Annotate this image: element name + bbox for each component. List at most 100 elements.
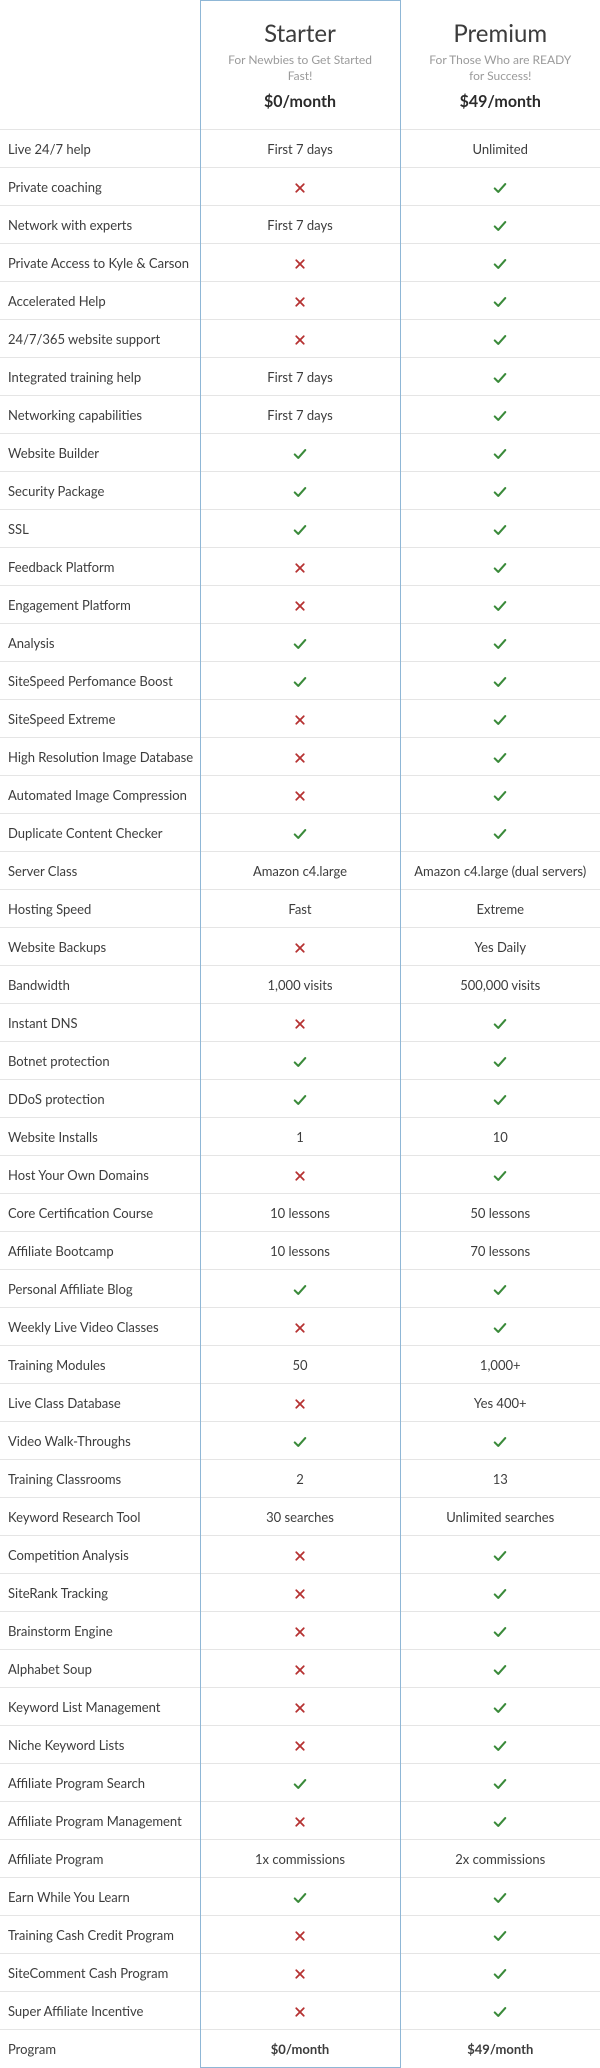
cell-text: 50: [292, 1357, 307, 1373]
cross-icon: [293, 789, 307, 803]
premium-cell: [400, 282, 600, 320]
cell-text: 1,000+: [480, 1357, 521, 1373]
starter-cell: 1: [200, 1118, 400, 1156]
check-icon: [493, 295, 507, 309]
cross-icon: [293, 1321, 307, 1335]
table-row: Competition Analysis: [0, 1536, 600, 1574]
premium-cell: [400, 168, 600, 206]
table-row: 24/7/365 website support: [0, 320, 600, 358]
premium-cell: Unlimited: [400, 130, 600, 168]
cell-text: 500,000 visits: [460, 977, 540, 993]
feature-label: Brainstorm Engine: [0, 1612, 200, 1650]
cell-text: 10: [493, 1129, 508, 1145]
cell-text: Unlimited: [473, 141, 528, 157]
feature-label: Security Package: [0, 472, 200, 510]
starter-cell: [200, 244, 400, 282]
table-row: Duplicate Content Checker: [0, 814, 600, 852]
table-row: Instant DNS: [0, 1004, 600, 1042]
feature-label: 24/7/365 website support: [0, 320, 200, 358]
plan-header-premium: Premium For Those Who are READY for Succ…: [400, 1, 600, 130]
cell-text: First 7 days: [267, 141, 332, 157]
premium-cell: [400, 1574, 600, 1612]
starter-cell: First 7 days: [200, 130, 400, 168]
feature-label: Website Backups: [0, 928, 200, 966]
cell-text: 10 lessons: [270, 1205, 330, 1221]
starter-cell: [200, 1536, 400, 1574]
check-icon: [493, 1663, 507, 1677]
table-row: Feedback Platform: [0, 548, 600, 586]
starter-cell: [200, 1042, 400, 1080]
cross-icon: [293, 751, 307, 765]
cell-text: First 7 days: [267, 407, 332, 423]
premium-cell: [400, 1156, 600, 1194]
feature-label: Automated Image Compression: [0, 776, 200, 814]
premium-cell: [400, 472, 600, 510]
starter-cell: [200, 1992, 400, 2030]
feature-label: Earn While You Learn: [0, 1878, 200, 1916]
table-row: Network with expertsFirst 7 days: [0, 206, 600, 244]
cell-text: 1,000 visits: [268, 977, 333, 993]
premium-cell: [400, 1080, 600, 1118]
cross-icon: [293, 1663, 307, 1677]
check-icon: [293, 1055, 307, 1069]
cross-icon: [293, 1017, 307, 1031]
starter-cell: [200, 510, 400, 548]
cell-text: Fast: [288, 901, 311, 917]
feature-label: Niche Keyword Lists: [0, 1726, 200, 1764]
check-icon: [493, 257, 507, 271]
check-icon: [493, 827, 507, 841]
premium-cell: 10: [400, 1118, 600, 1156]
cross-icon: [293, 295, 307, 309]
feature-label: Live Class Database: [0, 1384, 200, 1422]
cross-icon: [293, 257, 307, 271]
table-row: Integrated training helpFirst 7 days: [0, 358, 600, 396]
table-row: Affiliate Program1x commissions2x commis…: [0, 1840, 600, 1878]
feature-label: SSL: [0, 510, 200, 548]
feature-label: Network with experts: [0, 206, 200, 244]
table-row: SiteSpeed Perfomance Boost: [0, 662, 600, 700]
starter-cell: [200, 1574, 400, 1612]
premium-cell: [400, 624, 600, 662]
check-icon: [493, 1283, 507, 1297]
cell-text: Extreme: [476, 901, 524, 917]
table-row: Website Installs1 10: [0, 1118, 600, 1156]
premium-cell: [400, 358, 600, 396]
feature-label: Duplicate Content Checker: [0, 814, 200, 852]
feature-label: SiteSpeed Extreme: [0, 700, 200, 738]
plan-header-row: Starter For Newbies to Get Started Fast!…: [0, 1, 600, 130]
starter-cell: [200, 1612, 400, 1650]
check-icon: [493, 1055, 507, 1069]
feature-header-blank: [0, 1, 200, 130]
feature-label: Website Installs: [0, 1118, 200, 1156]
premium-cell: 500,000 visits: [400, 966, 600, 1004]
check-icon: [493, 1967, 507, 1981]
feature-label: Training Cash Credit Program: [0, 1916, 200, 1954]
check-icon: [293, 1435, 307, 1449]
table-row: Automated Image Compression: [0, 776, 600, 814]
premium-cell: [400, 1612, 600, 1650]
cell-text: 50 lessons: [470, 1205, 530, 1221]
cell-text: First 7 days: [267, 369, 332, 385]
premium-cell: [400, 1650, 600, 1688]
cross-icon: [293, 713, 307, 727]
premium-cell: [400, 548, 600, 586]
check-icon: [293, 485, 307, 499]
table-row: Website Builder: [0, 434, 600, 472]
feature-label: Private Access to Kyle & Carson: [0, 244, 200, 282]
starter-cell: [200, 776, 400, 814]
table-row: Weekly Live Video Classes: [0, 1308, 600, 1346]
cross-icon: [293, 1397, 307, 1411]
cross-icon: [293, 1739, 307, 1753]
premium-cell: [400, 586, 600, 624]
table-row: DDoS protection: [0, 1080, 600, 1118]
cross-icon: [293, 1967, 307, 1981]
check-icon: [493, 1625, 507, 1639]
table-row: Engagement Platform: [0, 586, 600, 624]
check-icon: [493, 1549, 507, 1563]
table-row: Security Package: [0, 472, 600, 510]
check-icon: [493, 599, 507, 613]
footer-label: Program: [0, 2030, 200, 2068]
plan-name-premium: Premium: [413, 19, 589, 48]
starter-cell: [200, 624, 400, 662]
cross-icon: [293, 1929, 307, 1943]
